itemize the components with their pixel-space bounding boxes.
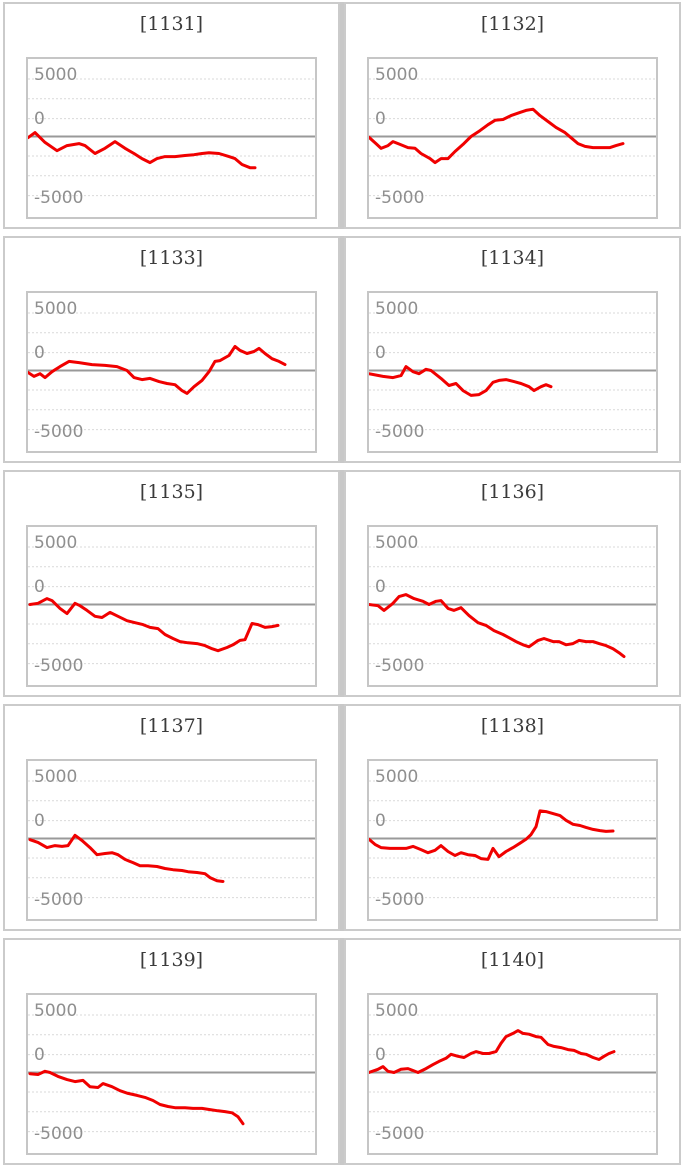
machine-number-title: [1137] (139, 715, 204, 737)
payout-series-line (369, 593, 626, 659)
slump-graph-svg (28, 78, 315, 197)
machine-number-title: [1136] (480, 481, 545, 503)
machine-number-title: [1133] (139, 247, 204, 269)
machine-number-title: [1139] (139, 949, 204, 971)
y-axis-label-5000: 5000 (34, 299, 78, 319)
y-axis-label-5000: 5000 (34, 65, 78, 85)
y-axis-label-minus5000: -5000 (375, 422, 425, 442)
machine-number-title: [1138] (480, 715, 545, 737)
payout-series-line (369, 1029, 616, 1074)
y-axis-label-minus5000: -5000 (34, 1124, 84, 1144)
machine-chart-panel: [1139] 5000 0 -5000 (3, 938, 340, 1165)
machine-chart-panel: [1131] 5000 0 -5000 (3, 2, 340, 229)
slump-graph-svg (369, 78, 656, 197)
plot-area: 5000 0 -5000 (26, 993, 317, 1155)
y-axis-label-5000: 5000 (375, 767, 419, 787)
machine-number-title: [1135] (139, 481, 204, 503)
machine-chart-panel: [1135] 5000 0 -5000 (3, 470, 340, 697)
plot-area: 5000 0 -5000 (367, 525, 658, 687)
machine-chart-panel: [1137] 5000 0 -5000 (3, 704, 340, 931)
plot-area: 5000 0 -5000 (26, 57, 317, 219)
machine-chart-panel: [1134] 5000 0 -5000 (344, 236, 681, 463)
y-axis-label-minus5000: -5000 (34, 188, 84, 208)
y-axis-label-5000: 5000 (375, 1001, 419, 1021)
plot-area: 5000 0 -5000 (367, 291, 658, 453)
machine-number-title: [1140] (480, 949, 545, 971)
payout-series-line (369, 365, 553, 397)
machine-chart-panel: [1138] 5000 0 -5000 (344, 704, 681, 931)
y-axis-label-0: 0 (34, 1045, 45, 1065)
slump-graph-svg (28, 546, 315, 665)
y-axis-label-5000: 5000 (375, 533, 419, 553)
machine-chart-panel: [1140] 5000 0 -5000 (344, 938, 681, 1165)
plot-area: 5000 0 -5000 (26, 291, 317, 453)
slump-graph-svg (369, 1014, 656, 1133)
charts-grid: [1131] 5000 0 -5000 [1132] 5000 0 -5000 … (3, 2, 681, 1165)
y-axis-label-5000: 5000 (34, 767, 78, 787)
payout-series-line (28, 1069, 245, 1126)
slump-graph-svg (369, 780, 656, 899)
y-axis-label-0: 0 (34, 577, 45, 597)
y-axis-label-0: 0 (375, 1045, 386, 1065)
payout-series-line (28, 833, 225, 883)
chart-row: [1133] 5000 0 -5000 [1134] 5000 0 -5000 (3, 236, 681, 463)
slump-graph-svg (369, 546, 656, 665)
payout-series-line (28, 597, 280, 653)
chart-row: [1139] 5000 0 -5000 [1140] 5000 0 -5000 (3, 938, 681, 1165)
slump-graph-svg (28, 312, 315, 431)
y-axis-label-minus5000: -5000 (34, 890, 84, 910)
payout-series-line (369, 107, 625, 165)
chart-row: [1137] 5000 0 -5000 [1138] 5000 0 -5000 (3, 704, 681, 931)
y-axis-label-0: 0 (34, 811, 45, 831)
y-axis-label-minus5000: -5000 (34, 422, 84, 442)
y-axis-label-5000: 5000 (375, 65, 419, 85)
y-axis-label-0: 0 (375, 811, 386, 831)
slump-graph-svg (28, 1014, 315, 1133)
y-axis-label-minus5000: -5000 (375, 188, 425, 208)
y-axis-label-5000: 5000 (375, 299, 419, 319)
y-axis-label-0: 0 (34, 109, 45, 129)
plot-area: 5000 0 -5000 (367, 993, 658, 1155)
plot-area: 5000 0 -5000 (26, 759, 317, 921)
y-axis-label-minus5000: -5000 (375, 1124, 425, 1144)
payout-series-line (369, 809, 615, 861)
machine-number-title: [1134] (480, 247, 545, 269)
chart-row: [1135] 5000 0 -5000 [1136] 5000 0 -5000 (3, 470, 681, 697)
machine-number-title: [1132] (480, 13, 545, 35)
y-axis-label-0: 0 (34, 343, 45, 363)
slump-graph-svg (28, 780, 315, 899)
y-axis-label-minus5000: -5000 (375, 656, 425, 676)
y-axis-label-0: 0 (375, 343, 386, 363)
machine-number-title: [1131] (139, 13, 204, 35)
chart-row: [1131] 5000 0 -5000 [1132] 5000 0 -5000 (3, 2, 681, 229)
y-axis-label-5000: 5000 (34, 533, 78, 553)
machine-chart-panel: [1132] 5000 0 -5000 (344, 2, 681, 229)
slump-graph-svg (369, 312, 656, 431)
y-axis-label-minus5000: -5000 (375, 890, 425, 910)
machine-chart-panel: [1136] 5000 0 -5000 (344, 470, 681, 697)
plot-area: 5000 0 -5000 (367, 57, 658, 219)
payout-series-line (28, 344, 287, 395)
y-axis-label-minus5000: -5000 (34, 656, 84, 676)
machine-chart-panel: [1133] 5000 0 -5000 (3, 236, 340, 463)
payout-series-line (28, 131, 257, 170)
plot-area: 5000 0 -5000 (26, 525, 317, 687)
y-axis-label-0: 0 (375, 577, 386, 597)
plot-area: 5000 0 -5000 (367, 759, 658, 921)
y-axis-label-0: 0 (375, 109, 386, 129)
y-axis-label-5000: 5000 (34, 1001, 78, 1021)
